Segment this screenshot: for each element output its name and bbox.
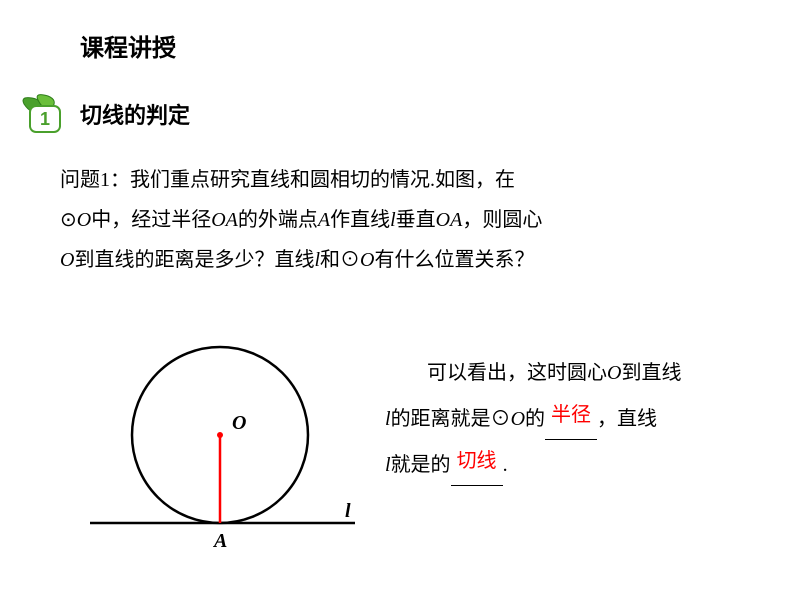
- svg-text:O: O: [232, 412, 246, 434]
- section-badge: 1: [18, 94, 70, 143]
- q-text: 的外端点: [238, 209, 318, 231]
- var-O: O: [360, 249, 374, 271]
- var-OA: OA: [211, 209, 238, 231]
- var-A: A: [318, 209, 330, 231]
- q-text: ，则圆心: [462, 209, 542, 231]
- a-text: 的: [525, 408, 545, 430]
- var-OA: OA: [436, 209, 463, 231]
- a-text: 就是的: [391, 454, 451, 476]
- question-label: 问题1：: [60, 169, 130, 191]
- page-title: 课程讲授: [80, 28, 176, 63]
- q-text: 垂直: [396, 209, 436, 231]
- q-text: ⊙: [60, 209, 77, 231]
- a-text: 的距离就是⊙: [391, 408, 511, 430]
- question-block: 问题1：我们重点研究直线和圆相切的情况.如图，在 ⊙O中，经过半径OA的外端点A…: [60, 160, 740, 280]
- q-text: 和⊙: [320, 249, 360, 271]
- svg-text:l: l: [345, 500, 351, 522]
- a-text: ，直线: [597, 408, 657, 430]
- var-O: O: [60, 249, 74, 271]
- a-text: 可以看出，这时圆心: [427, 362, 607, 384]
- var-O: O: [77, 209, 91, 231]
- a-text: .: [503, 454, 508, 476]
- fill-tangent: 切线: [457, 450, 497, 472]
- q-text: 中，经过半径: [91, 209, 211, 231]
- fill-radius: 半径: [551, 404, 591, 426]
- q-text: 有什么位置关系？: [374, 249, 534, 271]
- blank-1: 半径: [545, 396, 597, 442]
- leaf-badge-icon: 1: [18, 94, 70, 138]
- subsection-title: 切线的判定: [80, 98, 190, 130]
- blank-2: 切线: [451, 442, 503, 488]
- q-text: 我们重点研究直线和圆相切的情况.如图，在: [130, 169, 515, 191]
- a-text: 到直线: [621, 362, 681, 384]
- diagram-svg: O Al: [70, 340, 370, 580]
- var-O: O: [511, 408, 525, 430]
- q-text: 到直线的距离是多少？直线: [74, 249, 314, 271]
- geometry-diagram: O Al: [70, 340, 370, 580]
- var-O: O: [607, 362, 621, 384]
- q-text: 作直线: [330, 209, 390, 231]
- answer-block: 可以看出，这时圆心O到直线l的距离就是⊙O的半径，直线l就是的切线.: [385, 350, 755, 488]
- svg-text:A: A: [212, 530, 227, 552]
- section-number: 1: [40, 109, 50, 129]
